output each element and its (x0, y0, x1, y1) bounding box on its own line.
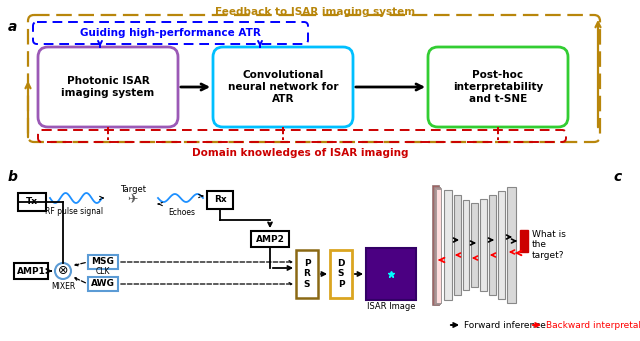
Bar (434, 187, 440, 304)
Text: Target: Target (120, 185, 146, 194)
FancyBboxPatch shape (213, 47, 353, 127)
Bar (18, 193, 46, 211)
Text: P
R
S: P R S (303, 259, 310, 289)
Text: RF pulse signal: RF pulse signal (45, 207, 103, 216)
Bar (444, 190, 452, 300)
Bar (498, 191, 505, 299)
Text: Guiding high-performance ATR: Guiding high-performance ATR (79, 28, 260, 38)
Bar (330, 250, 352, 298)
Text: Tx: Tx (26, 197, 38, 207)
Text: D
S
P: D S P (337, 259, 345, 289)
Text: CLK: CLK (96, 267, 110, 277)
Text: c: c (613, 170, 621, 184)
Bar (463, 200, 469, 290)
Bar (471, 203, 478, 287)
Text: MIXER: MIXER (51, 282, 75, 291)
Bar (14, 263, 48, 279)
Bar (435, 188, 440, 303)
Text: a: a (8, 20, 17, 34)
Bar (520, 230, 528, 252)
Text: Echoes: Echoes (168, 208, 195, 217)
Text: ⊗: ⊗ (58, 265, 68, 278)
Text: AMP2: AMP2 (255, 235, 284, 243)
Text: AMP1: AMP1 (17, 267, 45, 276)
Bar (88, 255, 118, 269)
Text: Backward interpretability: Backward interpretability (546, 321, 640, 329)
Text: What is
the
target?: What is the target? (532, 230, 566, 260)
Bar (454, 195, 461, 295)
Text: Photonic ISAR
imaging system: Photonic ISAR imaging system (61, 76, 155, 98)
Text: ✈: ✈ (128, 193, 138, 207)
Text: ISAR Image: ISAR Image (367, 302, 415, 311)
Text: Post-hoc
interpretability
and t-SNE: Post-hoc interpretability and t-SNE (453, 70, 543, 104)
FancyBboxPatch shape (38, 47, 178, 127)
Bar (251, 231, 289, 247)
FancyBboxPatch shape (428, 47, 568, 127)
Bar (207, 191, 233, 209)
Bar (88, 277, 118, 291)
Text: Rx: Rx (214, 195, 227, 205)
Bar (433, 186, 440, 305)
Bar (296, 250, 318, 298)
Text: Domain knowledges of ISAR imaging: Domain knowledges of ISAR imaging (192, 148, 408, 158)
Bar (432, 185, 439, 305)
Circle shape (55, 263, 71, 279)
Text: Feedback to ISAR imaging system: Feedback to ISAR imaging system (215, 7, 415, 17)
Text: MSG: MSG (92, 257, 115, 267)
Text: AWG: AWG (91, 280, 115, 288)
Bar (489, 195, 496, 295)
Text: b: b (8, 170, 18, 184)
Bar (366, 248, 416, 300)
Bar (480, 199, 487, 291)
Bar (435, 188, 440, 304)
Bar (436, 189, 441, 303)
Text: Convolutional
neural network for
ATR: Convolutional neural network for ATR (228, 70, 339, 104)
Text: Forward inference: Forward inference (464, 321, 546, 329)
Bar (507, 187, 516, 303)
